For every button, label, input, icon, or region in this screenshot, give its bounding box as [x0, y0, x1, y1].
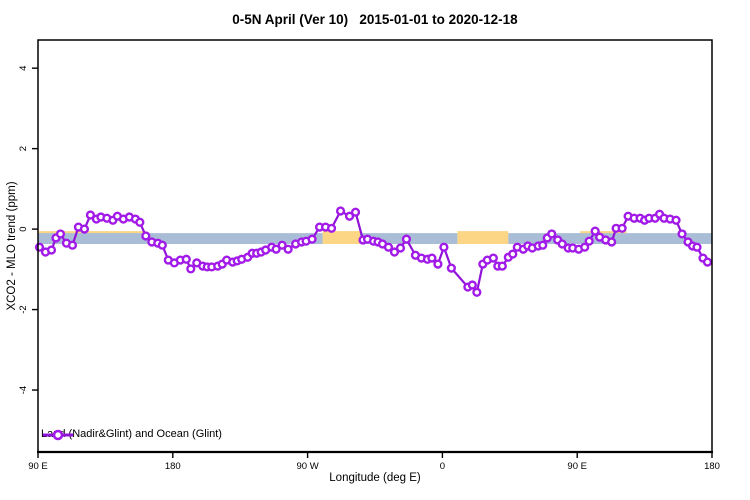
data-point-marker — [508, 249, 518, 259]
x-tick-label: 0 — [440, 461, 445, 472]
data-point-marker — [55, 229, 66, 239]
data-point-marker — [580, 242, 590, 252]
data-point-marker — [307, 234, 317, 244]
y-tick-label: -2 — [18, 305, 29, 313]
data-point-marker — [677, 229, 687, 239]
data-point-marker — [85, 210, 96, 220]
data-point-marker — [283, 244, 293, 254]
x-tick-label: 180 — [704, 461, 720, 472]
data-point-marker — [702, 257, 713, 267]
data-point-marker — [277, 240, 287, 250]
data-point-marker — [617, 223, 627, 233]
data-point-marker — [271, 244, 281, 254]
axes — [32, 39, 713, 458]
data-point-marker — [67, 240, 78, 250]
tick-labels: 90 E 180 90 W 0 90 E 180 -4 -2 0 2 4 — [18, 66, 720, 472]
land-median-band — [457, 231, 509, 244]
legend-marker-icon — [43, 429, 73, 441]
data-point-marker — [389, 247, 400, 257]
data-point-marker — [186, 264, 196, 274]
x-tick-label: 90 E — [567, 461, 587, 472]
data-point-marker — [46, 245, 57, 255]
legend: Land (Nadir&Glint) and Ocean (Glint) — [41, 428, 222, 441]
data-point-marker — [488, 253, 498, 263]
data-point-marker — [692, 242, 702, 252]
y-tick-label: 2 — [18, 146, 29, 151]
data-point-marker — [439, 242, 449, 252]
data-point-marker — [395, 243, 406, 253]
x-tick-label: 180 — [165, 461, 181, 472]
ocean-median-band — [38, 233, 323, 244]
y-tick-label: -4 — [18, 386, 29, 394]
data-point-marker — [79, 224, 90, 234]
data-point-marker — [497, 261, 507, 271]
data-point-marker — [547, 229, 557, 239]
data-point-marker — [181, 254, 191, 264]
data-point-marker — [446, 263, 456, 273]
data-point-marker — [157, 240, 167, 250]
data-point-marker — [538, 240, 548, 250]
y-axis-label: XCO2 - MLO trend (ppm) — [6, 181, 18, 311]
data-point-marker — [383, 242, 394, 252]
data-point-marker — [335, 206, 346, 216]
x-axis-label: Longitude (deg E) — [329, 472, 421, 484]
data-point-marker — [467, 280, 477, 290]
data-point-marker — [584, 236, 594, 246]
data-point-marker — [135, 217, 145, 227]
data-point-marker — [350, 207, 361, 217]
data-point-marker — [401, 234, 412, 244]
data-point-marker — [141, 231, 151, 241]
data-point-marker — [472, 287, 482, 297]
data-point-marker — [590, 226, 600, 236]
data-points — [34, 206, 713, 297]
x-tick-label: 90 W — [297, 461, 319, 472]
data-point-marker — [607, 237, 617, 247]
y-tick-label: 0 — [18, 226, 29, 231]
x-tick-label: 90 E — [28, 461, 48, 472]
land-median-band — [322, 231, 361, 244]
data-point-marker — [326, 223, 337, 233]
y-tick-label: 4 — [18, 66, 29, 71]
data-point-marker — [671, 215, 681, 225]
data-point-marker — [427, 253, 437, 263]
data-point-marker — [344, 211, 355, 221]
data-point-marker — [557, 239, 567, 249]
legend-label: Land (Nadir&Glint) and Ocean (Glint) — [41, 428, 222, 440]
chart-title: 0-5N April (Ver 10) 2015-01-01 to 2020-1… — [232, 12, 518, 27]
data-point-marker — [433, 259, 443, 269]
